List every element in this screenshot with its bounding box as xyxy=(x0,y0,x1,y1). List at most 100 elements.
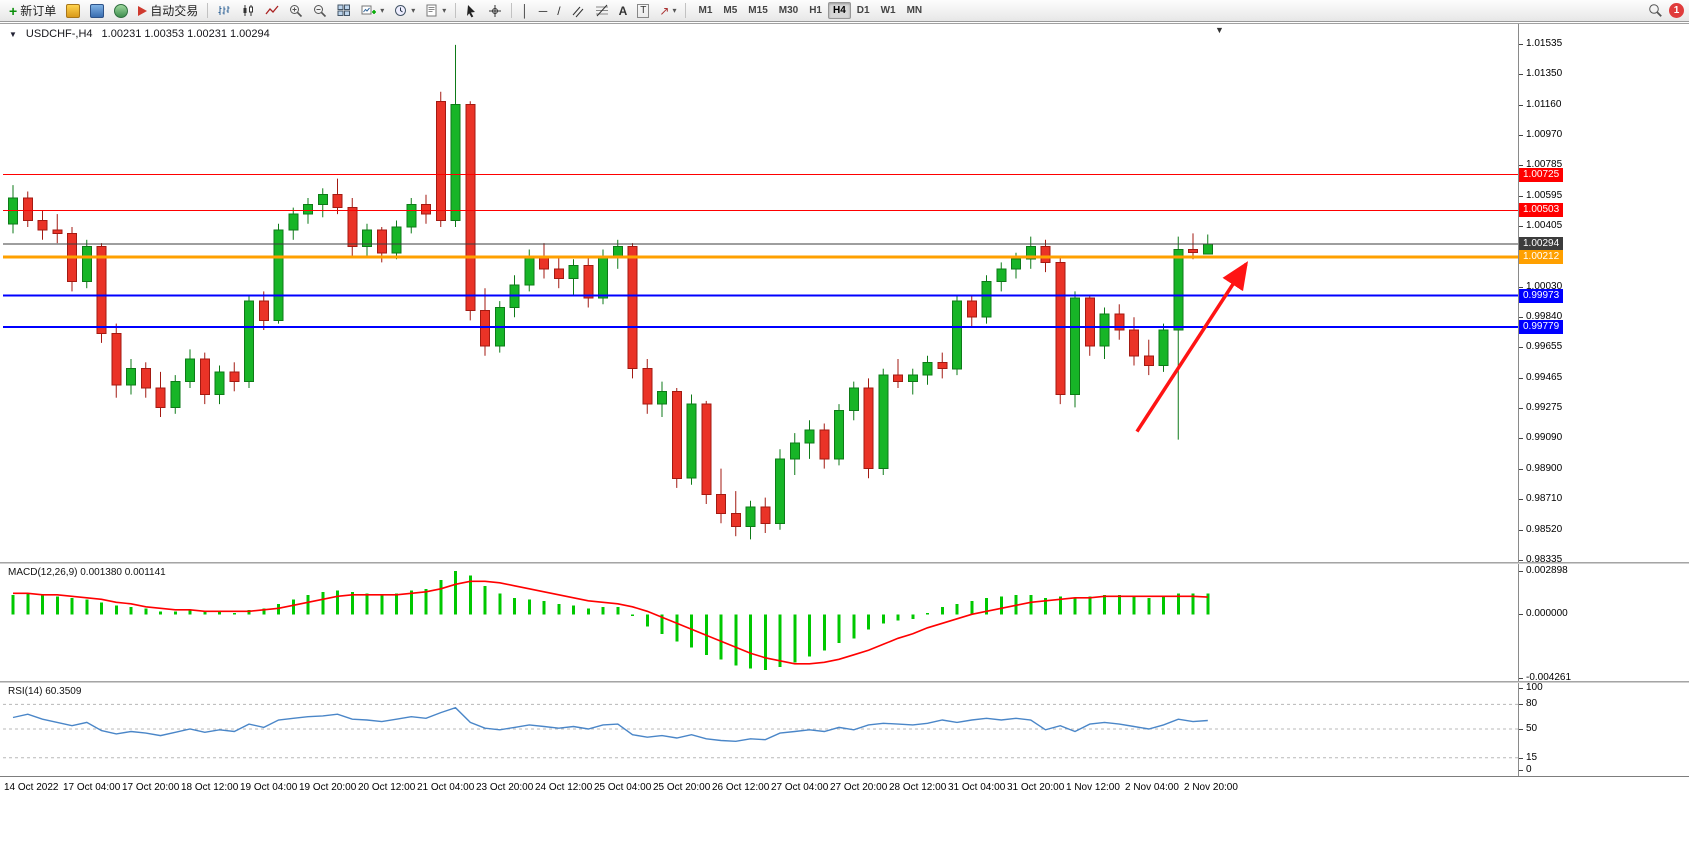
line-chart-type-button[interactable] xyxy=(261,1,283,21)
macd-bar xyxy=(306,594,310,615)
trend-arrow-annotation[interactable] xyxy=(1135,261,1249,433)
candle-body xyxy=(981,281,992,318)
macd-bar xyxy=(41,594,44,615)
zoom-out-button[interactable] xyxy=(309,1,331,21)
timeframe-button-H4[interactable]: H4 xyxy=(828,2,851,19)
search-button[interactable] xyxy=(1644,1,1667,21)
candle-body xyxy=(37,220,48,231)
crosshair-tool-button[interactable] xyxy=(484,1,506,21)
pane-divider-rsi[interactable] xyxy=(0,681,1689,683)
time-label: 2 Nov 20:00 xyxy=(1184,782,1238,793)
notification-badge[interactable]: 1 xyxy=(1669,3,1684,18)
timeframe-button-D1[interactable]: D1 xyxy=(856,5,870,16)
arrows-tool-button[interactable]: ↗ ▾ xyxy=(655,1,680,21)
rsi-tick-label: 80 xyxy=(1526,698,1538,710)
macd-bar xyxy=(955,603,959,615)
rsi-axis[interactable]: 100 80 50 15 0 xyxy=(1518,682,1689,776)
chart-profiles-button[interactable]: ▾ xyxy=(390,1,419,21)
templates-button[interactable]: ▾ xyxy=(421,1,450,21)
trendline-tool-button[interactable]: / xyxy=(553,1,564,21)
macd-bar xyxy=(336,590,339,615)
chart-shift-marker[interactable]: ▼ xyxy=(1215,25,1224,35)
price-tick-mark xyxy=(1519,286,1523,288)
timeframe-button-H1[interactable]: H1 xyxy=(809,5,822,16)
rsi-tick-mark xyxy=(1519,704,1523,706)
macd-bar xyxy=(837,614,841,643)
toolbar-separator xyxy=(207,3,209,18)
timeframe-button-M30[interactable]: M30 xyxy=(778,5,799,16)
macd-bar xyxy=(218,611,221,615)
label-tool-button[interactable]: T xyxy=(633,1,653,21)
timeframe-button-M5[interactable]: M5 xyxy=(723,5,738,16)
candle-body xyxy=(1114,313,1125,331)
candle-body xyxy=(1040,245,1051,263)
chart-profiles-caret-icon: ▾ xyxy=(411,6,416,15)
macd-bar xyxy=(350,591,354,615)
price-tick-mark xyxy=(1519,73,1523,75)
bar-chart-type-button[interactable] xyxy=(213,1,235,21)
macd-bar xyxy=(749,614,752,669)
auto-trading-button[interactable]: 自动交易 xyxy=(134,1,202,21)
macd-bar xyxy=(1147,597,1151,615)
text-tool-button[interactable]: A xyxy=(615,1,632,21)
time-label: 28 Oct 12:00 xyxy=(889,782,947,793)
horizontal-line-tool-button[interactable]: ─ xyxy=(535,1,552,21)
pane-divider-macd[interactable] xyxy=(0,562,1689,564)
time-label: 17 Oct 04:00 xyxy=(63,782,121,793)
price-axis[interactable]: 1.01535 1.01350 1.01160 1.00970 1.00785 1.005… xyxy=(1518,24,1689,565)
tile-windows-button[interactable] xyxy=(333,1,355,21)
market-watch-button[interactable] xyxy=(86,1,108,21)
candle-body xyxy=(96,245,107,334)
candle-body xyxy=(81,245,92,283)
macd-chart-svg[interactable] xyxy=(3,564,1518,681)
time-axis[interactable]: 14 Oct 2022 17 Oct 04:00 17 Oct 20:00 18 Oc… xyxy=(0,776,1689,802)
macd-bar xyxy=(380,594,384,615)
macd-bar xyxy=(424,588,428,615)
rsi-chart-svg[interactable] xyxy=(3,683,1518,776)
vertical-line-icon: │ xyxy=(521,3,529,18)
candle-body xyxy=(878,374,889,470)
timeframe-button-MN[interactable]: MN xyxy=(906,5,923,16)
price-tick-mark xyxy=(1519,437,1523,439)
vertical-line-tool-button[interactable]: │ xyxy=(517,1,533,21)
price-chart-pane[interactable]: ▼ USDCHF-,H4 1.00231 1.00353 1.00231 1.0… xyxy=(3,24,1518,562)
candle-body xyxy=(907,374,918,383)
bar-chart-icon xyxy=(218,6,230,15)
macd-bar xyxy=(970,600,974,615)
templates-caret-icon: ▾ xyxy=(442,6,447,15)
zoom-in-button[interactable] xyxy=(285,1,307,21)
macd-tick-mark xyxy=(1519,614,1523,616)
time-label: 1 Nov 12:00 xyxy=(1066,782,1120,793)
data-window-button[interactable] xyxy=(110,1,132,21)
fibonacci-tool-button[interactable] xyxy=(591,1,613,21)
macd-bar xyxy=(26,593,30,615)
time-label: 25 Oct 20:00 xyxy=(653,782,711,793)
new-order-button[interactable]: + 新订单 xyxy=(5,1,60,21)
chart-title: ▼ USDCHF-,H4 1.00231 1.00353 1.00231 1.0… xyxy=(9,28,270,40)
macd-bar xyxy=(85,599,89,615)
metaeditor-button[interactable] xyxy=(62,1,84,21)
zoom-in-icon xyxy=(290,4,303,17)
timeframe-button-M1[interactable]: M1 xyxy=(698,5,713,16)
macd-bar xyxy=(616,606,620,615)
cursor-tool-button[interactable] xyxy=(461,1,482,21)
channel-tool-button[interactable] xyxy=(567,1,589,21)
chart-menu-icon[interactable]: ▼ xyxy=(9,29,17,39)
macd-axis[interactable]: 0.002898 0.000000 -0.004261 xyxy=(1518,564,1689,683)
macd-bar xyxy=(940,606,944,615)
rsi-tick-mark xyxy=(1519,729,1523,730)
candle-body xyxy=(229,371,240,383)
candle-body xyxy=(686,403,697,479)
price-chart-svg[interactable] xyxy=(3,24,1518,562)
rsi-tick-mark xyxy=(1519,757,1523,759)
macd-indicator-pane[interactable]: MACD(12,26,9) 0.001380 0.001141 xyxy=(3,564,1518,681)
candlestick-chart-type-button[interactable] xyxy=(237,1,259,21)
new-chart-button[interactable]: ▾ xyxy=(357,1,388,21)
time-label: 27 Oct 04:00 xyxy=(771,782,829,793)
timeframe-button-M15[interactable]: M15 xyxy=(748,5,768,16)
text-tool-icon: A xyxy=(618,3,628,18)
rsi-indicator-pane[interactable]: RSI(14) 60.3509 xyxy=(3,683,1518,776)
candle-body xyxy=(140,368,151,389)
price-tick-label: 0.99275 xyxy=(1526,402,1563,414)
timeframe-button-W1[interactable]: W1 xyxy=(880,5,896,16)
